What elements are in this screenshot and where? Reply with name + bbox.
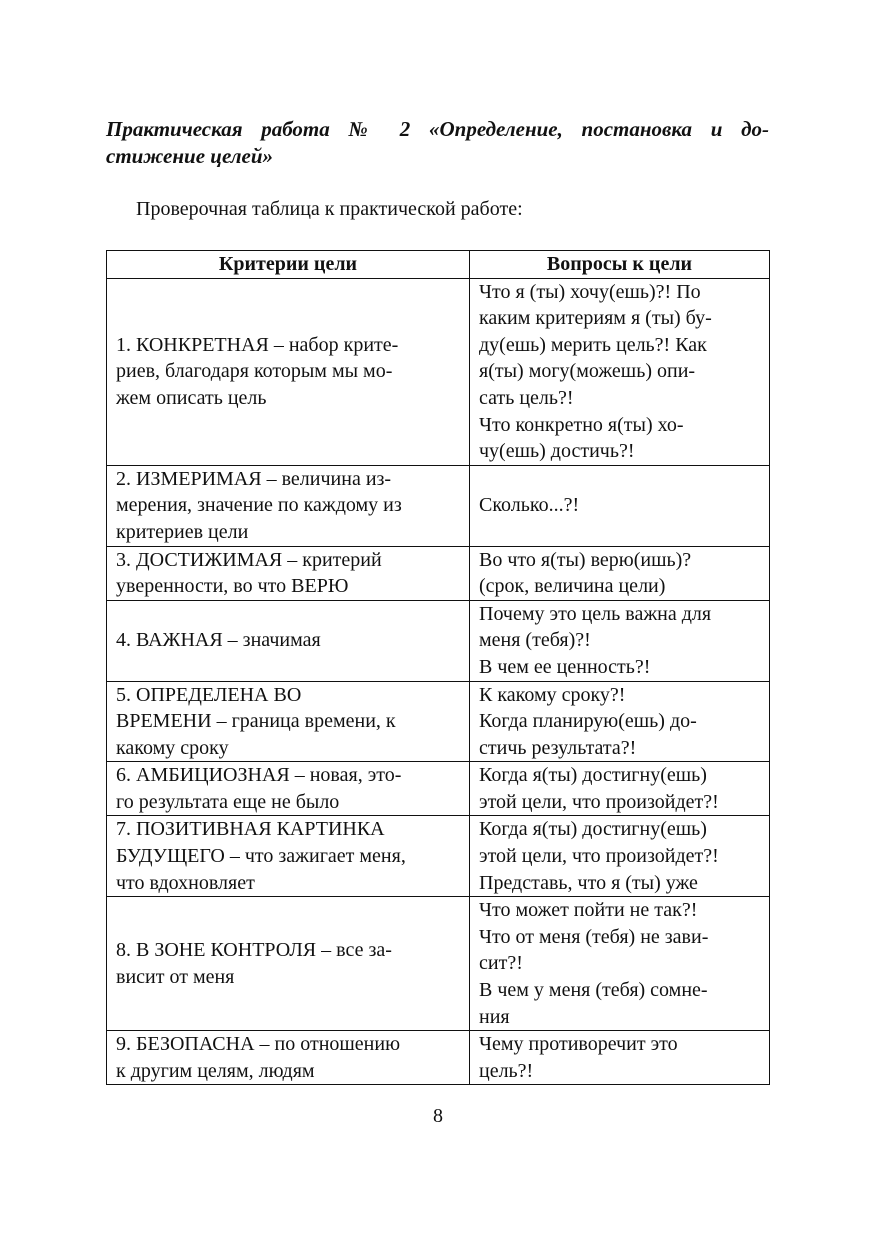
questions-cell: Чему противоречит это цель?! [469, 1030, 770, 1086]
title-line-1: Практическая работа № 2 «Определение, по… [106, 117, 769, 141]
criterion-cell: 7. ПОЗИТИВНАЯ КАРТИНКА БУДУЩЕГО – что за… [106, 815, 470, 898]
criterion-cell: 8. В ЗОНЕ КОНТРОЛЯ – все за- висит от ме… [106, 896, 470, 1032]
table-row: 9. БЕЗОПАСНА – по отношению к другим цел… [106, 1030, 770, 1086]
table-row: 2. ИЗМЕРИМАЯ – величина из- мерения, зна… [106, 464, 770, 547]
questions-cell: Во что я(ты) верю(ишь)? (срок, величина … [469, 545, 770, 601]
table-row: 3. ДОСТИЖИМАЯ – критерий уверенности, во… [106, 545, 770, 601]
table-row: 7. ПОЗИТИВНАЯ КАРТИНКА БУДУЩЕГО – что за… [106, 815, 770, 898]
questions-cell: К какому сроку?! Когда планирую(ешь) до-… [469, 680, 770, 763]
questions-cell: Когда я(ты) достигну(ешь) этой цели, что… [469, 815, 770, 898]
questions-cell: Что я (ты) хочу(ешь)?! По каким критерия… [469, 277, 770, 466]
questions-cell: Сколько...?! [469, 464, 770, 547]
criterion-cell: 3. ДОСТИЖИМАЯ – критерий уверенности, во… [106, 545, 470, 601]
header-questions: Вопросы к цели [469, 250, 770, 279]
title-line-2: стижение целей» [106, 144, 274, 168]
criterion-cell: 9. БЕЗОПАСНА – по отношению к другим цел… [106, 1030, 470, 1086]
questions-cell: Почему это цель важна для меня (тебя)?! … [469, 599, 770, 682]
page-title: Практическая работа № 2 «Определение, по… [106, 116, 769, 170]
intro-text: Проверочная таблица к практической работ… [136, 198, 523, 220]
table-row: 8. В ЗОНЕ КОНТРОЛЯ – все за- висит от ме… [106, 896, 770, 1032]
criterion-cell: 4. ВАЖНАЯ – значимая [106, 599, 470, 682]
criterion-cell: 6. АМБИЦИОЗНАЯ – новая, это- го результа… [106, 761, 470, 817]
table-row: 1. КОНКРЕТНАЯ – набор крите- риев, благо… [106, 277, 770, 466]
header-criteria: Критерии цели [106, 250, 470, 279]
table-row: 6. АМБИЦИОЗНАЯ – новая, это- го результа… [106, 761, 770, 817]
table-row: 5. ОПРЕДЕЛЕНА ВО ВРЕМЕНИ – граница време… [106, 680, 770, 763]
goal-criteria-table: Критерии цели Вопросы к цели 1. КОНКРЕТН… [106, 250, 770, 1086]
table-header-row: Критерии цели Вопросы к цели [106, 250, 770, 279]
table-row: 4. ВАЖНАЯ – значимая Почему это цель важ… [106, 599, 770, 682]
questions-cell: Когда я(ты) достигну(ешь) этой цели, что… [469, 761, 770, 817]
criterion-cell: 5. ОПРЕДЕЛЕНА ВО ВРЕМЕНИ – граница време… [106, 680, 470, 763]
questions-cell: Что может пойти не так?! Что от меня (те… [469, 896, 770, 1032]
criterion-cell: 2. ИЗМЕРИМАЯ – величина из- мерения, зна… [106, 464, 470, 547]
criterion-cell: 1. КОНКРЕТНАЯ – набор крите- риев, благо… [106, 277, 470, 466]
page-number: 8 [433, 1105, 443, 1127]
